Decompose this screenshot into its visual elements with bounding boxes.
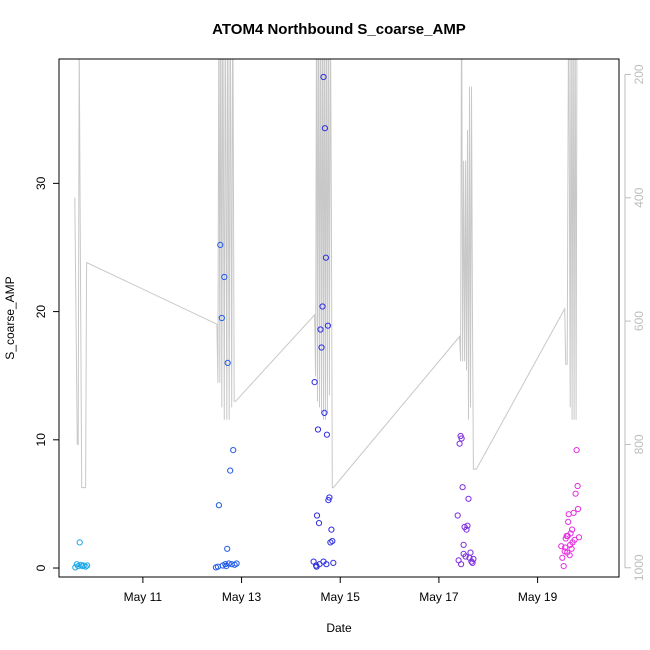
data-point-series-2 xyxy=(233,560,240,567)
data-point-series-4 xyxy=(467,549,474,556)
data-point-series-4 xyxy=(456,440,463,447)
data-point-series-3 xyxy=(317,326,324,333)
data-point-series-3 xyxy=(311,379,318,386)
data-point-series-5 xyxy=(567,530,574,537)
data-point-series-2 xyxy=(224,545,231,552)
data-point-series-3 xyxy=(322,254,329,261)
data-point-series-2 xyxy=(230,447,237,454)
x-tick-label: May 11 xyxy=(124,590,163,604)
data-point-series-4 xyxy=(454,512,461,519)
data-point-series-3 xyxy=(323,561,330,568)
data-point-series-4 xyxy=(458,435,465,442)
y-tick-label: 10 xyxy=(34,433,48,447)
data-point-series-5 xyxy=(560,563,567,570)
right-tick-label: 600 xyxy=(632,311,646,331)
data-point-series-5 xyxy=(574,505,582,513)
data-point-series-4 xyxy=(460,541,467,549)
data-point-series-3 xyxy=(313,512,321,519)
x-tick-label: May 17 xyxy=(419,590,459,604)
data-point-series-5 xyxy=(564,549,571,556)
data-point-series-1 xyxy=(72,564,79,571)
data-point-series-2 xyxy=(227,467,234,474)
data-point-series-3 xyxy=(328,526,335,533)
data-point-series-3 xyxy=(329,538,336,545)
y-axis-label: S_coarse_AMP xyxy=(3,276,17,359)
data-point-series-5 xyxy=(567,541,574,549)
data-point-series-4 xyxy=(464,522,471,529)
data-point-series-5 xyxy=(574,482,581,490)
x-axis-label: Date xyxy=(326,621,352,635)
data-point-series-5 xyxy=(575,534,583,541)
data-point-series-5 xyxy=(569,526,576,533)
data-point-series-4 xyxy=(469,559,476,567)
data-point-series-2 xyxy=(225,560,232,567)
data-point-series-2 xyxy=(224,359,231,366)
y-tick-label: 30 xyxy=(34,176,48,190)
data-point-series-1 xyxy=(82,563,89,570)
data-point-series-2 xyxy=(218,314,225,322)
data-point-series-3 xyxy=(326,494,333,501)
data-point-series-3 xyxy=(313,563,320,570)
data-point-series-1 xyxy=(84,562,91,569)
plot-frame xyxy=(58,58,620,578)
data-point-series-4 xyxy=(460,550,467,558)
y-tick-label: 0 xyxy=(34,564,48,571)
data-point-series-2 xyxy=(217,241,224,248)
data-point-series-2 xyxy=(221,273,228,281)
data-point-series-3 xyxy=(321,125,328,132)
data-point-series-4 xyxy=(470,555,477,563)
gray-line-layer xyxy=(74,59,578,489)
points-layer xyxy=(72,73,583,571)
data-point-series-3 xyxy=(321,409,328,416)
x-tick-label: May 15 xyxy=(321,590,361,604)
data-point-series-3 xyxy=(323,431,330,438)
x-tick-label: May 13 xyxy=(222,590,262,604)
data-point-series-3 xyxy=(319,303,326,310)
chart-title: ATOM4 Northbound S_coarse_AMP xyxy=(212,21,466,38)
data-point-series-5 xyxy=(565,518,572,526)
data-point-series-2 xyxy=(215,502,222,509)
x-tick-label: May 19 xyxy=(518,590,558,604)
data-point-series-3 xyxy=(314,426,322,433)
data-point-series-3 xyxy=(324,322,331,329)
data-point-series-3 xyxy=(320,73,327,81)
data-point-series-5 xyxy=(572,490,579,497)
y-tick-label: 20 xyxy=(34,305,48,319)
data-point-series-3 xyxy=(315,520,323,527)
data-point-series-5 xyxy=(568,545,575,552)
axes-layer: May 11 May 13 May 15 May 17 May 19 0 10 20 30 200… xyxy=(34,64,646,604)
data-point-series-5 xyxy=(570,509,577,517)
data-point-series-4 xyxy=(459,484,466,491)
data-point-series-4 xyxy=(463,526,470,533)
data-point-series-5 xyxy=(573,447,580,454)
right-tick-label: 800 xyxy=(632,434,646,454)
data-point-series-5 xyxy=(562,544,569,551)
data-point-series-4 xyxy=(465,495,472,502)
data-point-series-5 xyxy=(559,554,566,561)
right-tick-label: 1000 xyxy=(632,554,646,581)
data-point-series-1 xyxy=(76,539,83,546)
data-point-series-5 xyxy=(565,511,572,518)
data-point-series-3 xyxy=(318,344,325,351)
gray-line xyxy=(74,59,578,489)
data-point-series-5 xyxy=(558,543,565,550)
data-point-series-3 xyxy=(330,559,337,567)
right-tick-label: 200 xyxy=(632,64,646,84)
right-tick-label: 400 xyxy=(632,187,646,207)
data-point-series-4 xyxy=(458,561,465,568)
